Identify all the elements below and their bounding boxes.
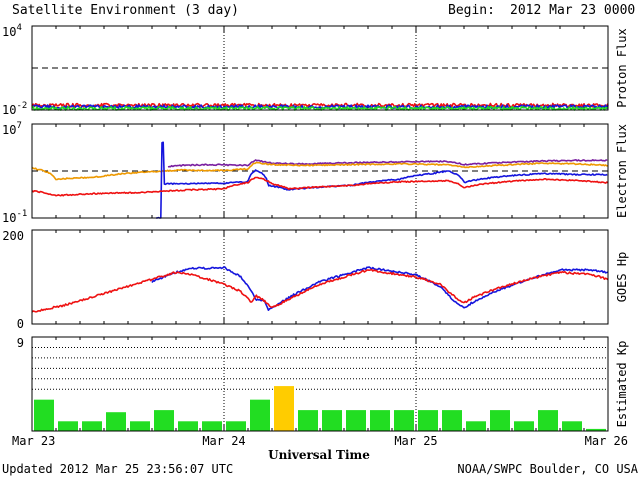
panel-ylabel: GOES Hp xyxy=(615,252,629,303)
kp-bar xyxy=(58,421,78,431)
kp-bar xyxy=(322,410,342,431)
blue-series-line xyxy=(156,141,608,219)
kp-bar xyxy=(82,421,102,431)
kp-bar xyxy=(514,421,534,431)
kp-bar xyxy=(394,410,414,431)
y-tick-label: 9 xyxy=(17,336,24,350)
panel-ylabel: Estimated Kp xyxy=(615,341,629,428)
kp-bar xyxy=(370,410,390,431)
red-series-line xyxy=(31,176,609,197)
plot-title: Satellite Environment (3 day) xyxy=(12,3,239,18)
begin-label: Begin: xyxy=(448,3,495,18)
x-tick-label: Mar 23 xyxy=(12,434,55,448)
y-tick-label: 10-1 xyxy=(2,209,27,225)
kp-bar xyxy=(562,421,582,431)
kp-bar xyxy=(106,412,126,431)
y-tick-label: 0 xyxy=(17,317,24,331)
panel-frame xyxy=(31,336,609,432)
panel-4: 9 Estimated Kp xyxy=(17,336,629,432)
panel-frame xyxy=(31,229,609,325)
kp-bar xyxy=(538,410,558,431)
kp-bar xyxy=(178,421,198,431)
kp-bar xyxy=(154,410,174,431)
kp-bar xyxy=(490,410,510,431)
panel-ylabel: Proton Flux xyxy=(615,28,629,107)
y-tick-label: 10-2 xyxy=(2,101,27,117)
kp-bar xyxy=(466,421,486,431)
updated-timestamp: Updated 2012 Mar 25 23:56:07 UTC xyxy=(2,462,233,476)
panel-border xyxy=(31,123,609,219)
kp-bar xyxy=(130,421,150,431)
kp-bar xyxy=(274,386,294,431)
x-axis-title: Universal Time xyxy=(268,448,370,462)
orange-series-line xyxy=(31,161,608,181)
panel-border xyxy=(31,336,609,432)
x-tick-label: Mar 26 xyxy=(585,434,628,448)
begin-value: 2012 Mar 23 0000 UTC xyxy=(510,3,640,18)
panel-border xyxy=(31,25,609,111)
panel-frame xyxy=(31,25,609,111)
kp-bar xyxy=(442,410,462,431)
y-tick-label: 200 xyxy=(2,229,24,243)
x-tick-label: Mar 25 xyxy=(394,434,437,448)
kp-bar xyxy=(586,428,606,431)
x-tick-label: Mar 24 xyxy=(202,434,245,448)
kp-bar xyxy=(202,421,222,431)
purple-series-line xyxy=(167,159,608,168)
y-tick-label: 104 xyxy=(2,23,22,39)
kp-bar xyxy=(418,410,438,431)
kp-bar xyxy=(226,421,246,431)
panel-1: 104 10-2 Proton Flux xyxy=(2,23,629,117)
panel-border xyxy=(31,229,609,325)
panel-2: 107 10-1 Electron Flux xyxy=(2,121,629,225)
kp-bar xyxy=(346,410,366,431)
credit-line: NOAA/SWPC Boulder, CO USA xyxy=(457,462,638,476)
kp-bar xyxy=(34,399,54,431)
kp-bar xyxy=(298,410,318,431)
panel-ylabel: Electron Flux xyxy=(615,124,629,218)
y-tick-label: 107 xyxy=(2,121,22,137)
panel-frame xyxy=(31,123,609,219)
panel-3: 200 0 GOES Hp xyxy=(2,229,629,331)
kp-bar xyxy=(250,399,270,431)
red-series-line xyxy=(31,268,609,313)
